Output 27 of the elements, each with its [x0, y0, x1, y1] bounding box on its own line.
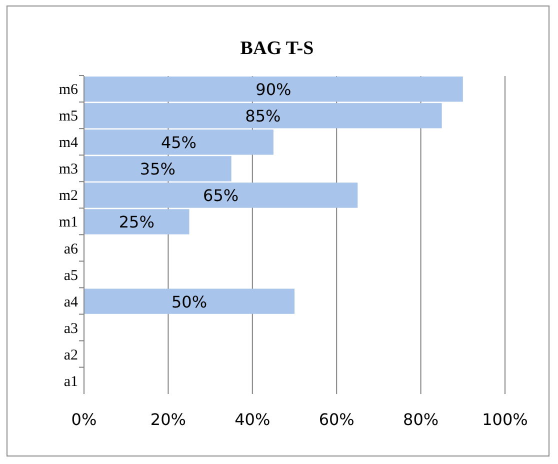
- data-label: 35%: [140, 160, 176, 179]
- data-label: 65%: [203, 186, 239, 206]
- chart-title: BAG T-S: [240, 38, 314, 59]
- x-tick-label: 0%: [71, 410, 97, 429]
- y-tick-label: a6: [64, 241, 78, 258]
- y-tick-label: m1: [58, 214, 78, 231]
- data-label: 45%: [160, 133, 197, 152]
- y-tick-label: m6: [58, 82, 78, 98]
- y-tick-label: m2: [58, 188, 78, 204]
- y-tick-label: m5: [58, 108, 78, 125]
- bar: [84, 288, 294, 314]
- x-tick-label: 100%: [482, 410, 528, 429]
- y-tick-label: a3: [64, 320, 78, 337]
- data-label: 50%: [171, 292, 208, 312]
- y-tick-label: a2: [64, 347, 78, 364]
- data-label: 85%: [245, 106, 281, 126]
- data-label: 25%: [118, 212, 154, 232]
- data-label: 90%: [256, 80, 292, 100]
- x-tick-label: 20%: [150, 410, 186, 429]
- y-tick-label: a1: [64, 374, 78, 390]
- x-tick-label: 40%: [234, 410, 270, 429]
- y-tick-label: m4: [58, 135, 78, 152]
- x-tick-label: 80%: [403, 410, 439, 429]
- y-tick-label: m3: [58, 162, 78, 178]
- y-tick-label: a4: [64, 294, 78, 310]
- y-tick-label: a5: [64, 268, 78, 284]
- x-tick-label: 60%: [318, 410, 354, 429]
